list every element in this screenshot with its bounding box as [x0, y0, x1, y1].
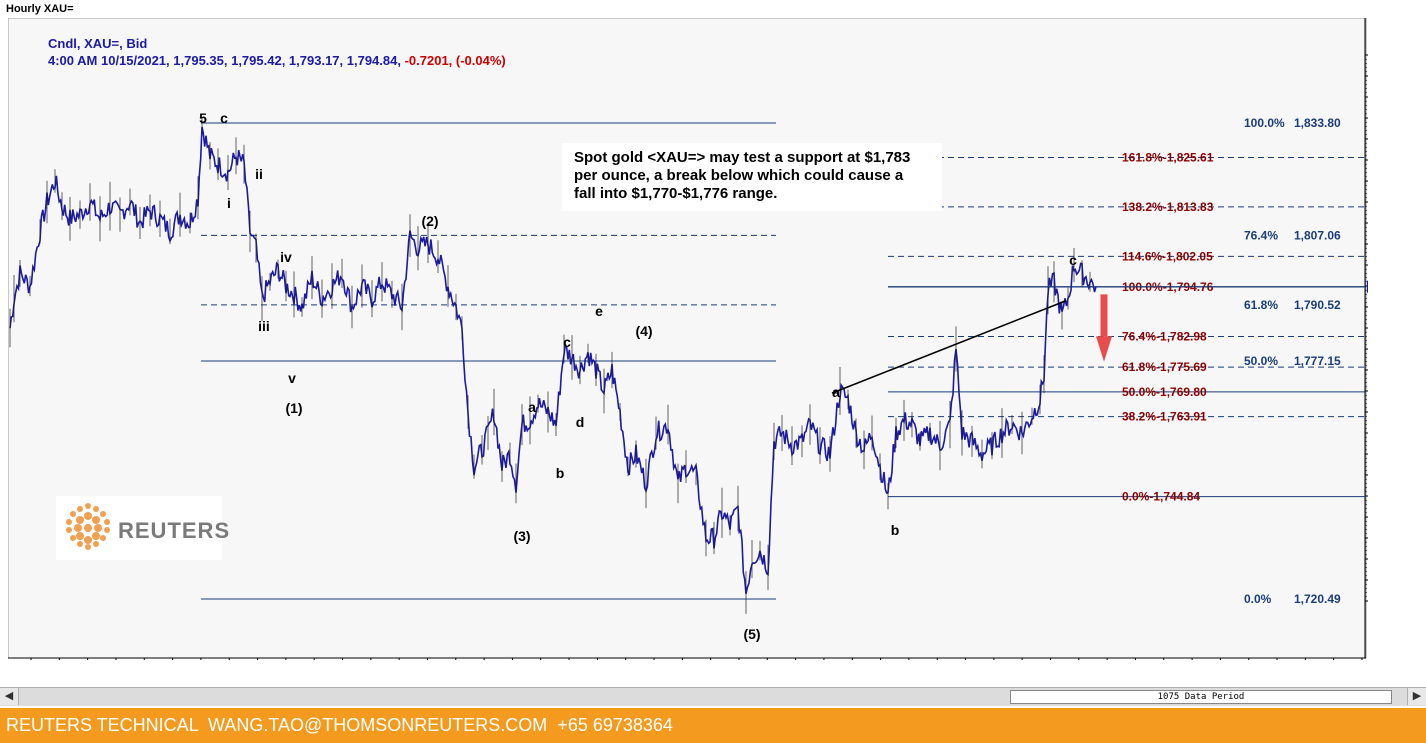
annotation-line-2: per ounce, a break below which could cau… [574, 167, 904, 184]
wave-label: b [891, 522, 900, 538]
logo-dot [84, 512, 92, 520]
footer-bar: REUTERS TECHNICAL WANG.TAO@THOMSONREUTER… [0, 708, 1426, 743]
logo-dot [93, 506, 99, 512]
fib-retracement-pct: 100.0% [1244, 116, 1285, 130]
fib-projection-label: 61.8%-1,775.69 [1122, 360, 1207, 374]
fib-retracement-pct: 0.0% [1244, 592, 1272, 606]
fib-projection-label: 38.2%-1,763.91 [1122, 410, 1207, 424]
logo-dot [66, 519, 72, 525]
wave-label: ii [255, 166, 263, 182]
logo-dot [85, 544, 91, 550]
wave-label: (5) [743, 626, 760, 642]
scroll-right-icon[interactable]: ▶ [1407, 688, 1426, 705]
fib-projection-label: 138.2%-1,813.83 [1122, 200, 1214, 214]
reuters-logo: REUTERS [56, 496, 229, 560]
fib-retracement-value: 1,720.49 [1294, 592, 1341, 606]
wave-label: (1) [285, 400, 302, 416]
wave-label: a [528, 399, 536, 415]
logo-text: REUTERS [118, 518, 231, 543]
fib-retracement-value: 1,833.80 [1294, 116, 1341, 130]
fib-retracement-pct: 76.4% [1244, 228, 1278, 242]
logo-dot [70, 511, 76, 517]
logo-dot [74, 524, 82, 532]
logo-dot [76, 532, 84, 540]
wave-label: c [563, 334, 571, 350]
plot-background [7, 17, 1367, 659]
annotation-line-3: fall into $1,770-$1,776 range. [574, 185, 778, 202]
reuters-dot-logo-icon [66, 503, 110, 550]
last-price-tag [1367, 280, 1417, 293]
fib-retracement-pct: 61.8% [1244, 298, 1278, 312]
down-arrow-head-icon [1096, 336, 1112, 362]
scroll-left-icon[interactable]: ◀ [0, 688, 19, 705]
fib-retracement-value: 1,790.52 [1294, 298, 1341, 312]
scroll-thumb[interactable]: 1075 Data Period [1010, 690, 1392, 704]
fib-projection-label: 50.0%-1,769.80 [1122, 385, 1207, 399]
logo-dot [84, 536, 92, 544]
horizontal-scrollbar[interactable]: ◀ 1075 Data Period ▶ [0, 687, 1426, 706]
fib-projection-label: 114.6%-1,802.05 [1122, 249, 1213, 263]
fib-projection-label: 76.4%-1,782.98 [1122, 329, 1207, 343]
wave-label: a [832, 384, 840, 400]
logo-dot [77, 506, 83, 512]
logo-dot [93, 541, 99, 547]
window-title: Hourly XAU= [6, 3, 74, 15]
logo-dot [70, 535, 76, 541]
logo-dot [92, 532, 100, 540]
logo-dot [100, 535, 106, 541]
wave-label: d [576, 414, 585, 430]
logo-dot [94, 524, 102, 532]
fib-retracement-pct: 50.0% [1244, 354, 1278, 368]
wave-label: iii [258, 318, 270, 334]
wave-label: i [227, 195, 231, 211]
logo-dot [84, 524, 92, 532]
annotation-line-1: Spot gold <XAU=> may test a support at $… [574, 149, 911, 166]
wave-label: b [556, 465, 565, 481]
wave-label: c [1069, 252, 1077, 268]
fib-projection-label: 161.8%-1,825.61 [1122, 150, 1214, 164]
logo-dot [104, 527, 110, 533]
logo-dot [92, 516, 100, 524]
fib-retracement-value: 1,807.06 [1294, 228, 1341, 242]
wave-label: 5 [199, 110, 207, 126]
wave-label: (3) [513, 528, 530, 544]
fib-retracement-value: 1,777.15 [1294, 354, 1341, 368]
wave-label: c [220, 110, 228, 126]
wave-label: (2) [421, 213, 438, 229]
logo-dot [100, 511, 106, 517]
logo-dot [76, 516, 84, 524]
logo-dot [66, 527, 72, 533]
wave-label: e [595, 303, 603, 319]
logo-dot [85, 503, 91, 509]
chart-area[interactable]: Cndl, XAU=, Bid 4:00 AM 10/15/2021, 1,795… [7, 17, 1417, 689]
price-chart[interactable]: Cndl, XAU=, Bid 4:00 AM 10/15/2021, 1,795… [7, 17, 1417, 689]
header-ohlc: 4:00 AM 10/15/2021, 1,795.35, 1,795.42, … [48, 53, 506, 68]
logo-dot [77, 541, 83, 547]
trend-line [831, 299, 1067, 394]
annotation-box: Spot gold <XAU=> may test a support at $… [562, 143, 942, 211]
wave-label: (4) [635, 323, 652, 339]
wave-label: v [288, 370, 296, 386]
header-instrument: Cndl, XAU=, Bid [48, 36, 147, 51]
wave-label: iv [280, 249, 292, 265]
fib-projection-label: 0.0%-1,744.84 [1122, 490, 1200, 504]
logo-dot [104, 519, 110, 525]
candle-wicks [9, 117, 1091, 614]
